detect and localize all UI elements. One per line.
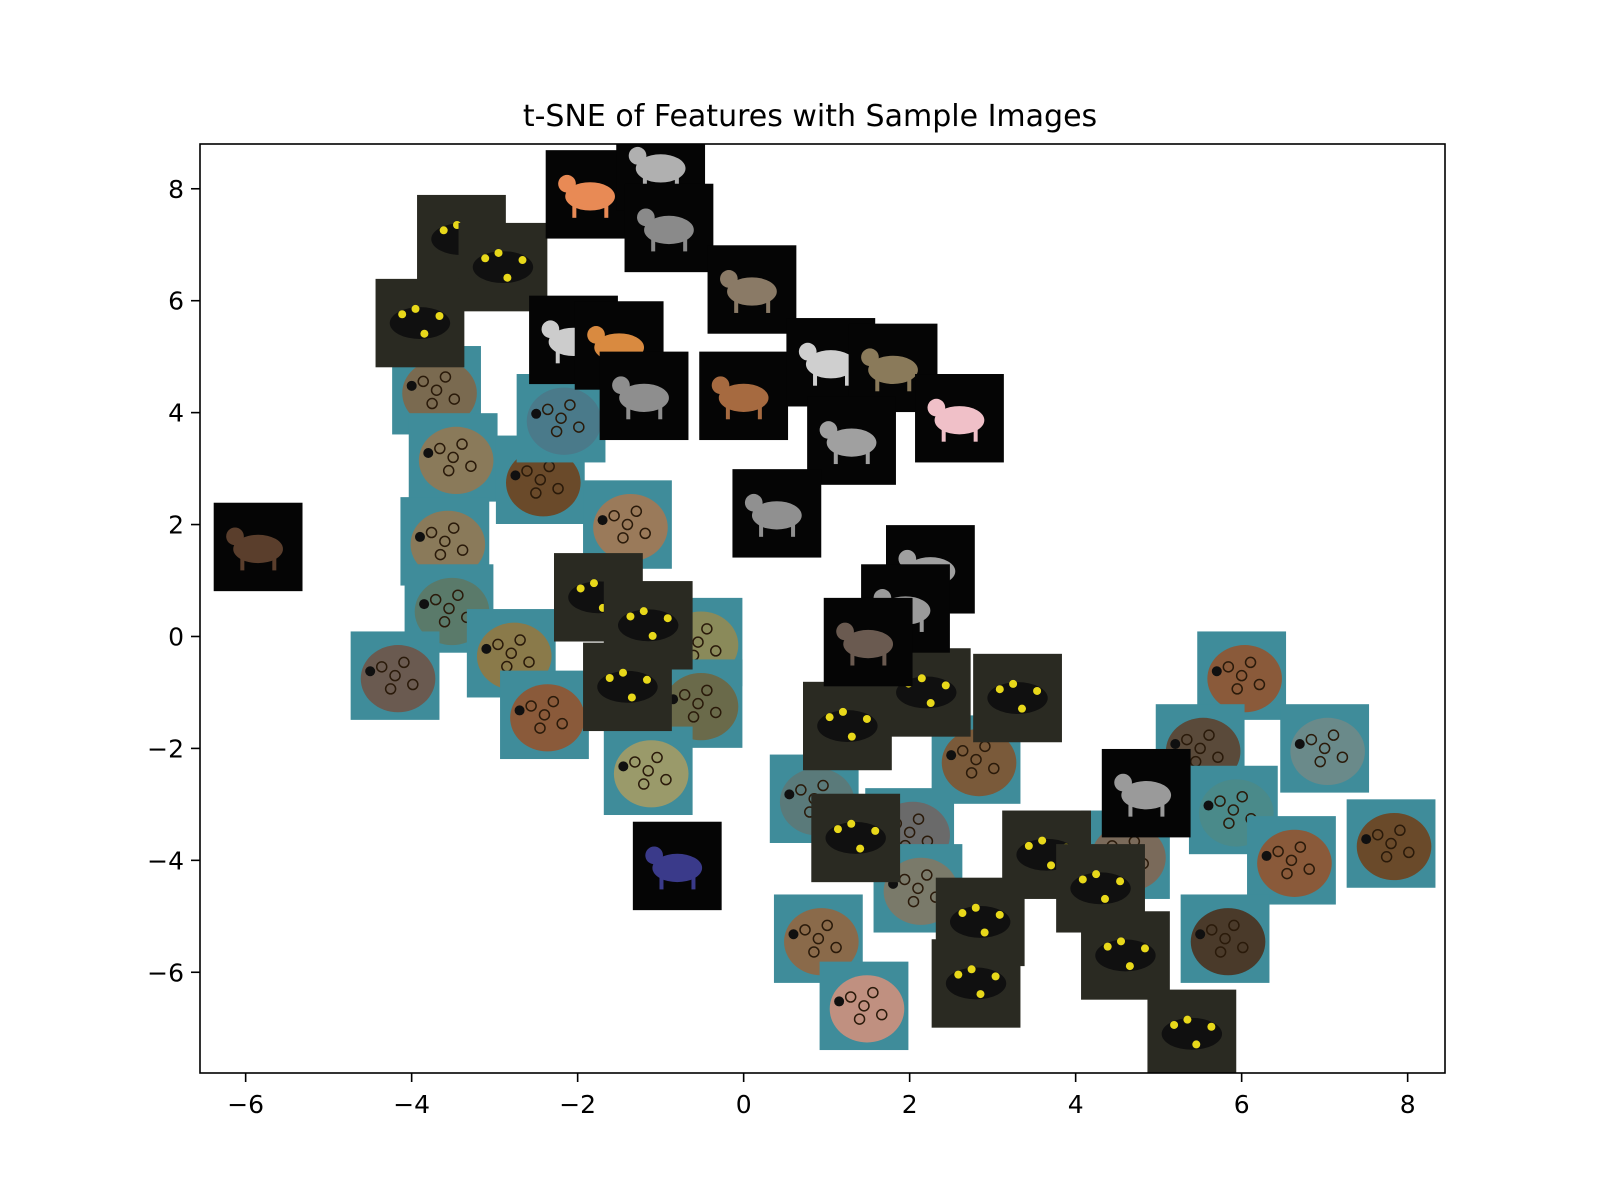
x-tick-label: 2: [902, 1090, 918, 1119]
y-tick-label: −2: [147, 734, 184, 763]
cat-thumbnail: [823, 597, 913, 687]
y-tick-label: 2: [168, 511, 184, 540]
turtle-thumbnail: [1247, 816, 1336, 905]
sample-image-markers: [213, 144, 1436, 1073]
y-tick-label: 8: [168, 175, 184, 204]
cat-thumbnail: [632, 821, 722, 911]
salamander-thumbnail: [1081, 911, 1170, 1000]
salamander-thumbnail: [931, 939, 1021, 1028]
cat-thumbnail: [915, 374, 1004, 463]
turtle-thumbnail: [819, 961, 909, 1051]
y-tick-label: 0: [168, 622, 184, 651]
turtle-thumbnail: [1188, 765, 1278, 855]
salamander-thumbnail: [1056, 844, 1145, 933]
y-axis: −6 −4 −2 0 2 4 6 8: [147, 175, 200, 987]
y-tick-label: −6: [147, 958, 184, 987]
x-tick-label: −2: [559, 1090, 596, 1119]
x-tick-label: 4: [1068, 1090, 1084, 1119]
x-axis: −6 −4 −2 0 2 4 6 8: [227, 1073, 1416, 1119]
salamander-thumbnail: [375, 278, 465, 368]
cat-thumbnail: [213, 502, 303, 592]
salamander-thumbnail: [802, 681, 892, 771]
salamander-thumbnail: [1147, 989, 1237, 1073]
cat-thumbnail: [1101, 748, 1191, 838]
cat-thumbnail: [599, 351, 689, 441]
x-tick-label: 6: [1234, 1090, 1250, 1119]
plot-frame: [199, 143, 1446, 1074]
x-tick-label: −6: [227, 1090, 264, 1119]
turtle-thumbnail: [603, 726, 693, 816]
y-tick-label: −4: [147, 846, 184, 875]
turtle-thumbnail: [1346, 799, 1436, 888]
x-tick-label: 8: [1400, 1090, 1416, 1119]
turtle-thumbnail: [1180, 894, 1270, 983]
chart-title: t-SNE of Features with Sample Images: [523, 99, 1097, 134]
salamander-thumbnail: [881, 648, 971, 737]
turtle-thumbnail: [1280, 704, 1370, 793]
x-tick-label: 0: [736, 1090, 752, 1119]
salamander-thumbnail: [811, 793, 901, 883]
y-tick-label: 4: [168, 399, 184, 428]
cat-thumbnail: [624, 183, 714, 273]
salamander-thumbnail: [583, 642, 672, 732]
salamander-thumbnail: [973, 653, 1062, 743]
cat-thumbnail: [707, 245, 797, 334]
turtle-thumbnail: [408, 413, 498, 502]
turtle-thumbnail: [773, 894, 863, 983]
cat-thumbnail: [807, 396, 896, 485]
cat-thumbnail: [699, 351, 789, 441]
y-tick-label: 6: [168, 287, 184, 316]
turtle-thumbnail: [500, 670, 589, 760]
x-tick-label: −4: [393, 1090, 430, 1119]
turtle-thumbnail: [350, 631, 440, 720]
cat-thumbnail: [732, 469, 822, 558]
